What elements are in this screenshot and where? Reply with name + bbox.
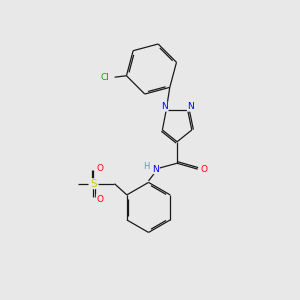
Text: S: S xyxy=(90,179,97,189)
Text: O: O xyxy=(96,164,103,173)
Text: O: O xyxy=(96,194,103,203)
Text: N: N xyxy=(187,102,194,111)
Text: Cl: Cl xyxy=(101,73,110,82)
Text: N: N xyxy=(161,102,168,111)
Text: N: N xyxy=(152,165,159,174)
Text: H: H xyxy=(143,162,149,171)
Text: O: O xyxy=(200,165,207,174)
